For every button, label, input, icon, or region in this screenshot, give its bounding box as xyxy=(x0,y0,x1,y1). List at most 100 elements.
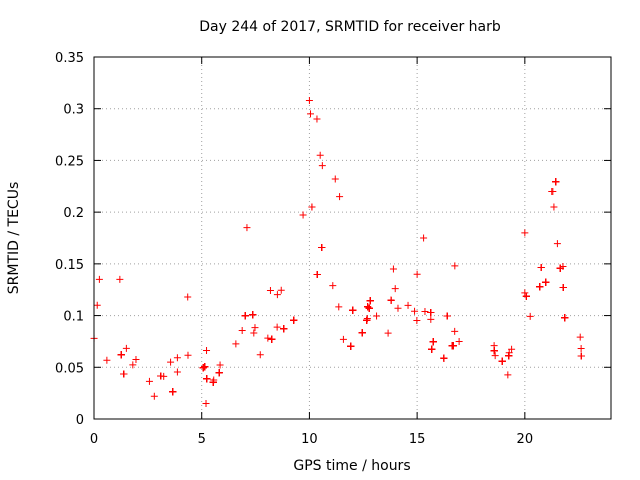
data-point xyxy=(318,244,326,252)
data-point xyxy=(335,303,343,311)
data-point xyxy=(364,303,372,311)
data-point xyxy=(443,312,451,320)
data-point xyxy=(132,355,140,363)
data-point xyxy=(429,338,437,346)
data-point xyxy=(508,345,516,353)
data-point xyxy=(413,270,421,278)
data-point xyxy=(559,284,567,292)
data-point xyxy=(232,340,240,348)
data-point xyxy=(427,315,435,323)
data-point xyxy=(413,317,421,325)
data-point xyxy=(548,187,556,195)
data-point xyxy=(404,301,412,309)
data-point xyxy=(202,399,210,407)
data-point xyxy=(363,316,371,324)
data-point xyxy=(280,325,288,333)
data-point xyxy=(451,327,459,335)
data-point xyxy=(184,351,192,359)
data-point xyxy=(521,289,529,297)
data-point xyxy=(273,323,281,331)
data-point xyxy=(577,345,585,353)
data-point xyxy=(173,368,181,376)
data-point xyxy=(498,357,506,365)
data-point xyxy=(184,293,192,301)
data-point xyxy=(448,342,456,350)
data-point xyxy=(542,278,550,286)
tick-labels: 0 0.05 0.1 0.15 0.2 0.25 0.3 0.35 0 5 10 15 20 xyxy=(55,51,533,447)
y-tick-label: 0.25 xyxy=(55,154,84,169)
y-axis-label: SRMTID / TECUs xyxy=(6,182,22,295)
data-point xyxy=(559,262,567,270)
y-tick-label: 0.3 xyxy=(63,103,84,118)
data-point xyxy=(103,356,111,364)
data-point xyxy=(209,378,217,386)
data-point xyxy=(318,162,326,170)
data-point xyxy=(561,314,569,322)
data-point xyxy=(577,352,585,360)
data-point xyxy=(264,334,272,342)
data-points xyxy=(90,96,585,407)
data-point xyxy=(129,361,137,369)
data-point xyxy=(365,304,373,312)
data-point xyxy=(157,372,165,380)
data-point xyxy=(387,296,395,304)
data-point xyxy=(313,115,321,123)
data-point xyxy=(440,354,448,362)
data-point xyxy=(116,275,124,283)
grid-lines xyxy=(94,57,611,419)
data-point xyxy=(331,175,339,183)
data-point xyxy=(93,301,101,309)
data-point xyxy=(553,240,561,248)
data-point xyxy=(290,316,298,324)
y-tick-label: 0.1 xyxy=(63,310,84,325)
data-point xyxy=(336,193,344,201)
data-point xyxy=(216,361,224,369)
data-point xyxy=(394,304,402,312)
data-point xyxy=(536,283,544,291)
data-point xyxy=(277,286,285,294)
data-point xyxy=(199,364,207,372)
data-point xyxy=(349,306,357,314)
data-point xyxy=(576,333,584,341)
data-point xyxy=(451,262,459,270)
data-point xyxy=(428,345,436,353)
data-point xyxy=(389,265,397,273)
data-point xyxy=(329,282,337,290)
axis-ticks xyxy=(93,56,611,420)
x-tick-label: 5 xyxy=(198,432,206,447)
chart-title: Day 244 of 2017, SRMTID for receiver har… xyxy=(199,19,501,35)
data-point xyxy=(505,352,513,360)
data-point xyxy=(243,224,251,232)
data-point xyxy=(238,327,246,335)
data-point xyxy=(420,234,428,242)
data-point xyxy=(145,377,153,385)
data-point xyxy=(95,275,103,283)
data-point xyxy=(266,287,274,295)
data-point xyxy=(215,369,223,377)
y-tick-label: 0 xyxy=(76,413,84,428)
data-point xyxy=(273,291,281,299)
data-point xyxy=(491,352,499,360)
data-point xyxy=(299,211,307,219)
data-point xyxy=(556,264,564,272)
data-point xyxy=(339,335,347,343)
data-point xyxy=(526,312,534,320)
data-point xyxy=(455,338,463,346)
data-point xyxy=(384,329,392,337)
data-point xyxy=(249,311,257,319)
data-point xyxy=(537,264,545,272)
data-point xyxy=(150,392,158,400)
x-tick-label: 15 xyxy=(409,432,426,447)
data-point xyxy=(550,203,558,211)
y-tick-label: 0.2 xyxy=(63,206,84,221)
data-point xyxy=(268,335,276,343)
data-point xyxy=(122,344,130,352)
data-point xyxy=(256,351,264,359)
data-point xyxy=(169,388,177,396)
data-point xyxy=(427,308,435,316)
data-point xyxy=(391,285,399,293)
data-point xyxy=(521,229,529,237)
data-point xyxy=(305,96,313,104)
y-tick-label: 0.15 xyxy=(55,258,84,273)
